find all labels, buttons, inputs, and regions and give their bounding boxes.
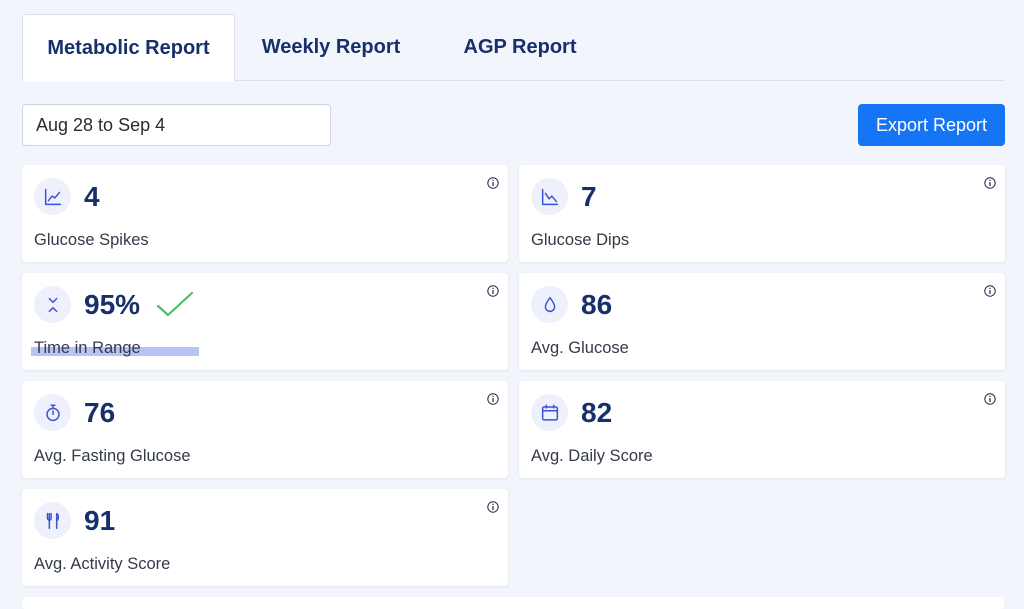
tab-metabolic-report[interactable]: Metabolic Report xyxy=(22,14,235,82)
metric-card-glucose-spikes: 4 Glucose Spikes xyxy=(22,165,508,262)
range-arrows-icon xyxy=(34,286,71,323)
metric-label: Avg. Fasting Glucose xyxy=(34,447,191,465)
metric-label: Glucose Dips xyxy=(531,231,630,249)
info-icon[interactable] xyxy=(487,285,499,297)
metric-label: Avg. Activity Score xyxy=(34,555,171,573)
trend-up-chart-icon xyxy=(34,178,71,215)
tab-agp-report[interactable]: AGP Report xyxy=(463,36,577,58)
metric-value: 4 xyxy=(84,181,100,212)
metric-value: 82 xyxy=(581,397,613,428)
metric-label: Avg. Daily Score xyxy=(531,447,653,465)
metric-card-glucose-dips: 7 Glucose Dips xyxy=(519,165,1005,262)
metric-value: 7 xyxy=(581,181,597,212)
metric-value: 91 xyxy=(84,505,116,536)
metric-label: Time in Range xyxy=(34,339,141,357)
calendar-icon xyxy=(531,394,568,431)
metric-value: 76 xyxy=(84,397,116,428)
info-icon[interactable] xyxy=(487,393,499,405)
trend-down-chart-icon xyxy=(531,178,568,215)
droplet-icon xyxy=(531,286,568,323)
next-section-card xyxy=(22,597,1004,609)
metric-card-avg-glucose: 86 Avg. Glucose xyxy=(519,273,1005,370)
info-icon[interactable] xyxy=(487,177,499,189)
metric-value: 86 xyxy=(581,289,613,320)
metric-card-time-in-range: 95% Time in Range xyxy=(22,273,508,370)
fork-knife-icon xyxy=(34,502,71,539)
tab-weekly-report[interactable]: Weekly Report xyxy=(261,36,401,58)
metric-label: Avg. Glucose xyxy=(531,339,629,357)
report-tabs: Metabolic Report Weekly Report AGP Repor… xyxy=(22,14,1004,82)
metric-label: Glucose Spikes xyxy=(34,231,149,249)
text-highlight xyxy=(31,347,199,356)
metric-card-avg-activity-score: 91 Avg. Activity Score xyxy=(22,489,508,586)
metric-card-avg-daily-score: 82 Avg. Daily Score xyxy=(519,381,1005,478)
info-icon[interactable] xyxy=(487,501,499,513)
info-icon[interactable] xyxy=(984,393,996,405)
date-range-input[interactable] xyxy=(22,104,331,146)
info-icon[interactable] xyxy=(984,285,996,297)
check-icon xyxy=(156,291,194,317)
info-icon[interactable] xyxy=(984,177,996,189)
metric-value: 95% xyxy=(84,289,141,320)
stopwatch-icon xyxy=(34,394,71,431)
metric-card-avg-fasting-glucose: 76 Avg. Fasting Glucose xyxy=(22,381,508,478)
export-report-button[interactable]: Export Report xyxy=(858,104,1005,146)
